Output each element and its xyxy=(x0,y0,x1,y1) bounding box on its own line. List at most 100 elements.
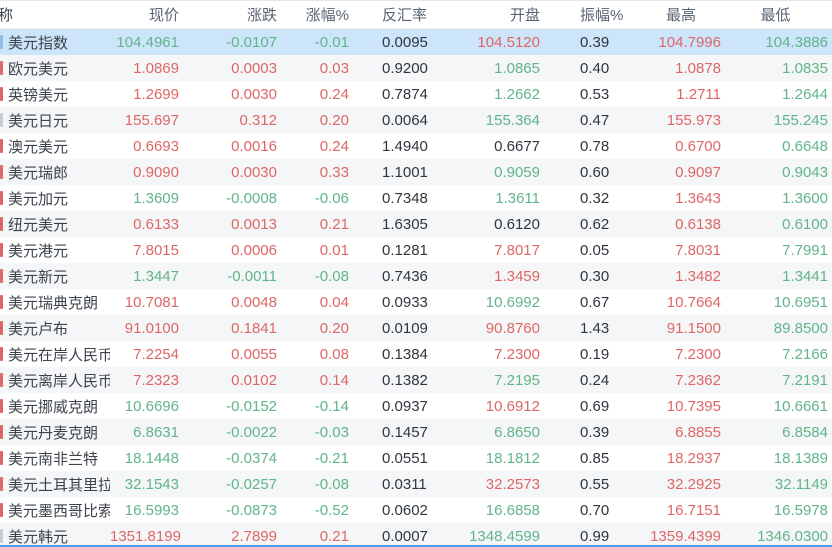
cell-name: 美元南非兰特 xyxy=(0,445,110,471)
col-header-change_pct[interactable]: 涨幅% xyxy=(280,0,352,29)
cell-price: 91.0100 xyxy=(110,315,182,341)
cell-change: -0.0374 xyxy=(226,449,277,467)
table-row[interactable]: 美元离岸人民币 7.2323 0.0102 0.14 0.1382 7.2195 0.24 7… xyxy=(0,367,832,393)
col-header-open[interactable]: 开盘 xyxy=(458,0,543,29)
cell-amplitude_pct: 0.62 xyxy=(543,211,641,237)
cell-high: 7.2362 xyxy=(641,367,723,393)
table-row[interactable]: 美元南非兰特 18.1448 -0.0374 -0.21 0.0551 18.1812 0.… xyxy=(0,445,832,471)
clipped-edge-fragment xyxy=(0,503,3,517)
clipped-edge-fragment xyxy=(0,165,3,179)
col-header-change[interactable]: 涨跌 xyxy=(182,0,280,29)
cell-high: 16.7151 xyxy=(666,501,721,519)
cell-high: 7.2300 xyxy=(675,345,721,363)
col-header-high[interactable]: 最高 xyxy=(641,0,723,29)
clipped-edge-fragment xyxy=(0,87,3,101)
table-row[interactable]: 纽元美元 0.6133 0.0013 0.21 1.6305 0.6120 0.62 0.61… xyxy=(0,211,832,237)
cell-price: 0.6133 xyxy=(110,211,182,237)
cell-price: 104.4961 xyxy=(110,28,182,55)
table-row[interactable]: 美元卢布 91.0100 0.1841 0.20 0.0109 90.8760 1.43 91… xyxy=(0,315,832,341)
cell-change_pct: 0.03 xyxy=(280,55,352,81)
clipped-edge-fragment xyxy=(0,35,3,49)
table-row[interactable]: 美元韩元 1351.8199 2.7899 0.21 0.0007 1348.4599 0.… xyxy=(0,523,832,547)
col-header-label: 现价 xyxy=(148,7,179,24)
cell-low: 1.3600 xyxy=(782,189,828,207)
col-header-inverse_rate[interactable]: 反汇率 xyxy=(352,0,458,29)
cell-change: 0.0030 xyxy=(231,85,277,103)
cell-name: 美元港元 xyxy=(0,237,110,263)
cell-change_pct: -0.01 xyxy=(280,28,352,55)
pair-name-label: 澳元美元 xyxy=(8,138,69,156)
table-row[interactable]: 美元港元 7.8015 0.0006 0.01 0.1281 7.8017 0.05 7.80… xyxy=(0,237,832,263)
cell-name: 美元在岸人民币 xyxy=(0,341,110,367)
pair-name-label: 纽元美元 xyxy=(8,216,69,234)
table-row[interactable]: 美元指数 104.4961 -0.0107 -0.01 0.0095 104.5120 0.… xyxy=(0,28,832,55)
cell-amplitude_pct: 0.39 xyxy=(543,28,641,55)
cell-name: 美元瑞典克朗 xyxy=(0,289,110,315)
clipped-edge-fragment xyxy=(0,477,3,491)
pair-name-label: 美元指数 xyxy=(8,34,69,52)
pair-name-label: 美元南非兰特 xyxy=(8,450,99,468)
clipped-edge-fragment xyxy=(0,399,3,413)
pair-name-label: 美元离岸人民币 xyxy=(8,372,110,390)
cell-high: 104.7996 xyxy=(641,28,723,55)
cell-price: 10.6696 xyxy=(124,397,179,415)
cell-high: 10.7664 xyxy=(666,293,721,311)
cell-change_pct: 0.20 xyxy=(280,107,352,133)
cell-change: 2.7899 xyxy=(182,523,280,547)
cell-change_pct: 0.21 xyxy=(280,211,352,237)
cell-price: 1.0869 xyxy=(110,55,182,81)
table-row[interactable]: 美元日元 155.697 0.312 0.20 0.0064 155.364 0.47 155… xyxy=(0,107,832,133)
cell-open: 1.3611 xyxy=(495,189,540,207)
cell-price: 7.2254 xyxy=(133,345,179,363)
cell-price: 0.6693 xyxy=(133,137,179,155)
table-row[interactable]: 美元丹麦克朗 6.8631 -0.0022 -0.03 0.1457 6.8650 0.39… xyxy=(0,419,832,445)
cell-low: 18.1389 xyxy=(773,449,828,467)
cell-change: 0.0055 xyxy=(231,345,277,363)
cell-change: -0.0873 xyxy=(226,501,277,519)
cell-open: 104.5120 xyxy=(458,28,543,55)
col-header-amplitude_pct[interactable]: 振幅% xyxy=(543,0,641,29)
cell-change: -0.0008 xyxy=(226,189,277,207)
table-row[interactable]: 美元墨西哥比索 16.5993 -0.0873 -0.52 0.0602 16.6858 0… xyxy=(0,497,832,523)
col-header-price[interactable]: 现价 xyxy=(110,0,182,29)
cell-name: 美元瑞郎 xyxy=(0,159,110,185)
cell-name: 美元挪威克朗 xyxy=(0,393,110,419)
cell-high: 7.8031 xyxy=(675,241,721,259)
cell-amplitude_pct: 0.53 xyxy=(580,85,610,103)
table-row[interactable]: 美元瑞典克朗 10.7081 0.0048 0.04 0.0933 10.6992 0.67… xyxy=(0,289,832,315)
cell-inverse_rate: 1.1001 xyxy=(352,159,458,185)
cell-name: 美元墨西哥比索 xyxy=(0,497,110,523)
pair-name-label: 美元瑞郎 xyxy=(8,164,69,182)
cell-name: 美元指数 xyxy=(0,28,110,55)
cell-inverse_rate: 0.7436 xyxy=(352,263,458,289)
col-header-low[interactable]: 最低 xyxy=(723,0,832,29)
cell-change_pct: 0.24 xyxy=(319,85,349,103)
cell-price: 0.9090 xyxy=(110,159,182,185)
table-row[interactable]: 美元在岸人民币 7.2254 0.0055 0.08 0.1384 7.2300 0.19 7… xyxy=(0,341,832,367)
pair-name-label: 美元挪威克朗 xyxy=(8,398,99,416)
table-row[interactable]: 美元瑞郎 0.9090 0.0030 0.33 1.1001 0.9059 0.60 0.90… xyxy=(0,159,832,185)
col-header-name[interactable]: 名称 xyxy=(0,0,110,29)
cell-price: 18.1448 xyxy=(124,449,179,467)
cell-amplitude_pct: 0.78 xyxy=(580,137,610,155)
table-row[interactable]: 美元挪威克朗 10.6696 -0.0152 -0.14 0.0937 10.6912 0.… xyxy=(0,393,832,419)
cell-change_pct: -0.14 xyxy=(314,397,349,415)
cell-amplitude_pct: 0.40 xyxy=(543,55,641,81)
cell-inverse_rate: 0.1384 xyxy=(382,345,428,363)
table-row[interactable]: 美元新元 1.3447 -0.0011 -0.08 0.7436 1.3459 0.30 1.… xyxy=(0,263,832,289)
table-row[interactable]: 美元加元 1.3609 -0.0008 -0.06 0.7348 1.3611 0.32 1.… xyxy=(0,185,832,211)
table-row[interactable]: 美元土耳其里拉 32.1543 -0.0257 -0.08 0.0311 32.2573 0… xyxy=(0,471,832,497)
clipped-edge-fragment xyxy=(0,61,3,75)
cell-open: 0.6120 xyxy=(458,211,543,237)
cell-open: 10.6912 xyxy=(485,397,540,415)
table-row[interactable]: 欧元美元 1.0869 0.0003 0.03 0.9200 1.0865 0.40 1.08… xyxy=(0,55,832,81)
cell-low: 7.2166 xyxy=(782,345,828,363)
pair-name-label: 英镑美元 xyxy=(8,86,69,104)
cell-name: 美元卢布 xyxy=(0,315,110,341)
cell-price: 6.8631 xyxy=(110,419,182,445)
cell-open: 7.2300 xyxy=(494,345,540,363)
table-row[interactable]: 澳元美元 0.6693 0.0016 0.24 1.4940 0.6677 0.78 0.67… xyxy=(0,133,832,159)
cell-amplitude_pct: 0.70 xyxy=(580,501,610,519)
table-row[interactable]: 英镑美元 1.2699 0.0030 0.24 0.7874 1.2662 0.53 1.27… xyxy=(0,81,832,107)
